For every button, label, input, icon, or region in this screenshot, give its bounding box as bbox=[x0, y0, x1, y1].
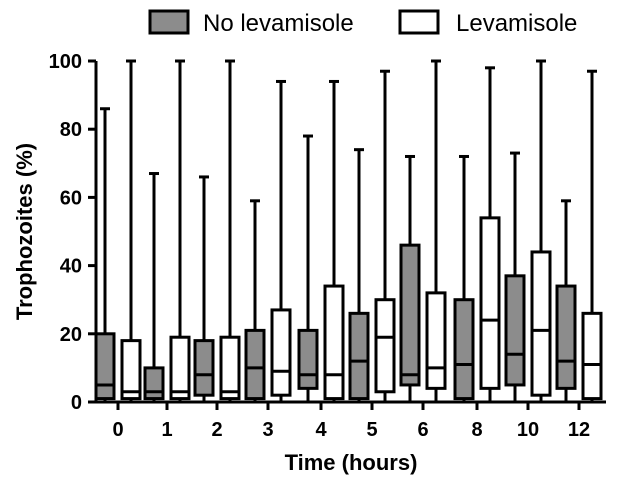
legend-swatch bbox=[148, 9, 190, 35]
y-axis-title: Trophozoites (%) bbox=[12, 143, 37, 320]
box-iqr bbox=[193, 339, 215, 397]
x-tick-label: 12 bbox=[568, 419, 590, 441]
box-levamisole-2 bbox=[219, 59, 241, 404]
box-iqr bbox=[479, 216, 501, 390]
x-tick-label: 0 bbox=[112, 419, 123, 441]
legend-swatch bbox=[398, 9, 440, 35]
box-no-levamisole-12 bbox=[555, 199, 577, 404]
box-iqr bbox=[425, 291, 447, 390]
x-tick-label: 6 bbox=[417, 419, 428, 441]
legend-item-levamisole: Levamisole bbox=[398, 9, 577, 37]
box-no-levamisole-10 bbox=[504, 151, 526, 404]
box-iqr bbox=[169, 335, 191, 401]
box-iqr bbox=[270, 308, 292, 397]
box-iqr bbox=[323, 284, 345, 401]
box-iqr bbox=[453, 298, 475, 401]
x-tick-label: 4 bbox=[315, 419, 327, 441]
box-no-levamisole-6 bbox=[399, 154, 421, 404]
box-levamisole-4 bbox=[323, 79, 345, 404]
x-tick-label: 10 bbox=[517, 419, 539, 441]
box-no-levamisole-3 bbox=[244, 199, 266, 404]
box-iqr bbox=[244, 328, 266, 401]
box-levamisole-10 bbox=[530, 59, 552, 404]
legend-label: No levamisole bbox=[203, 10, 354, 37]
box-no-levamisole-4 bbox=[297, 134, 319, 404]
box-levamisole-6 bbox=[425, 59, 447, 404]
box-iqr bbox=[120, 339, 142, 401]
x-tick-label: 1 bbox=[161, 419, 172, 441]
box-iqr bbox=[297, 328, 319, 390]
y-tick-label: 20 bbox=[60, 324, 82, 346]
box-iqr bbox=[581, 311, 603, 401]
box-iqr bbox=[94, 332, 116, 401]
x-tick-label: 8 bbox=[471, 419, 482, 441]
x-axis-title: Time (hours) bbox=[285, 450, 418, 475]
box-levamisole-5 bbox=[374, 69, 396, 404]
box-levamisole-12 bbox=[581, 69, 603, 404]
box-iqr bbox=[374, 298, 396, 394]
y-tick-label: 80 bbox=[60, 119, 82, 141]
box-levamisole-1 bbox=[169, 59, 191, 404]
box-iqr bbox=[143, 366, 165, 401]
y-tick-label: 100 bbox=[49, 51, 82, 73]
plot-area bbox=[94, 59, 603, 404]
box-no-levamisole-5 bbox=[348, 148, 370, 404]
y-tick-label: 40 bbox=[60, 256, 82, 278]
box-levamisole-3 bbox=[270, 79, 292, 404]
y-tick-label: 0 bbox=[71, 392, 82, 414]
box-iqr bbox=[399, 243, 421, 387]
axis-labels: Time (hours) Trophozoites (%) bbox=[12, 143, 417, 475]
box-iqr bbox=[348, 311, 370, 401]
x-tick-label: 3 bbox=[262, 419, 273, 441]
legend: No levamisole Levamisole bbox=[148, 9, 577, 37]
box-levamisole-0 bbox=[120, 59, 142, 404]
box-no-levamisole-8 bbox=[453, 154, 475, 404]
y-tick-label: 60 bbox=[60, 187, 82, 209]
box-iqr bbox=[555, 284, 577, 390]
box-iqr bbox=[219, 335, 241, 401]
x-tick-label: 2 bbox=[211, 419, 222, 441]
x-tick-label: 5 bbox=[366, 419, 377, 441]
box-no-levamisole-2 bbox=[193, 175, 215, 404]
box-no-levamisole-0 bbox=[94, 107, 116, 404]
legend-label: Levamisole bbox=[456, 10, 577, 37]
box-no-levamisole-1 bbox=[143, 172, 165, 404]
box-iqr bbox=[504, 274, 526, 387]
box-levamisole-8 bbox=[479, 66, 501, 404]
legend-item-no-levamisole: No levamisole bbox=[148, 9, 354, 37]
box-iqr bbox=[530, 250, 552, 397]
